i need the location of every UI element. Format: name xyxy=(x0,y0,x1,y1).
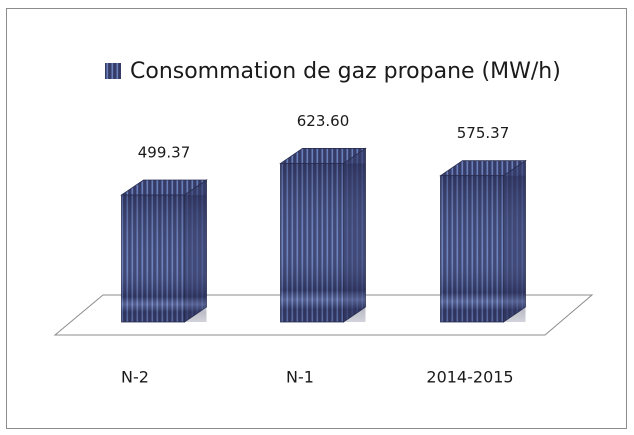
value-label: 623.60 xyxy=(297,112,350,130)
bar-front xyxy=(440,175,504,323)
x-tick-label: 2014-2015 xyxy=(426,368,513,387)
bar-front xyxy=(280,163,344,323)
legend-swatch xyxy=(105,63,121,79)
bar-side xyxy=(184,179,207,323)
legend-label: Consommation de gaz propane (MW/h) xyxy=(130,59,561,84)
bar xyxy=(120,179,208,323)
value-label: 575.37 xyxy=(457,124,510,142)
x-tick-label: N-1 xyxy=(286,368,314,387)
bar-side xyxy=(503,159,526,323)
bar-side xyxy=(343,147,366,323)
bar xyxy=(279,147,367,323)
x-tick-label: N-2 xyxy=(121,368,149,387)
bar xyxy=(439,159,527,323)
bar-front xyxy=(121,194,185,323)
value-label: 499.37 xyxy=(138,144,191,162)
